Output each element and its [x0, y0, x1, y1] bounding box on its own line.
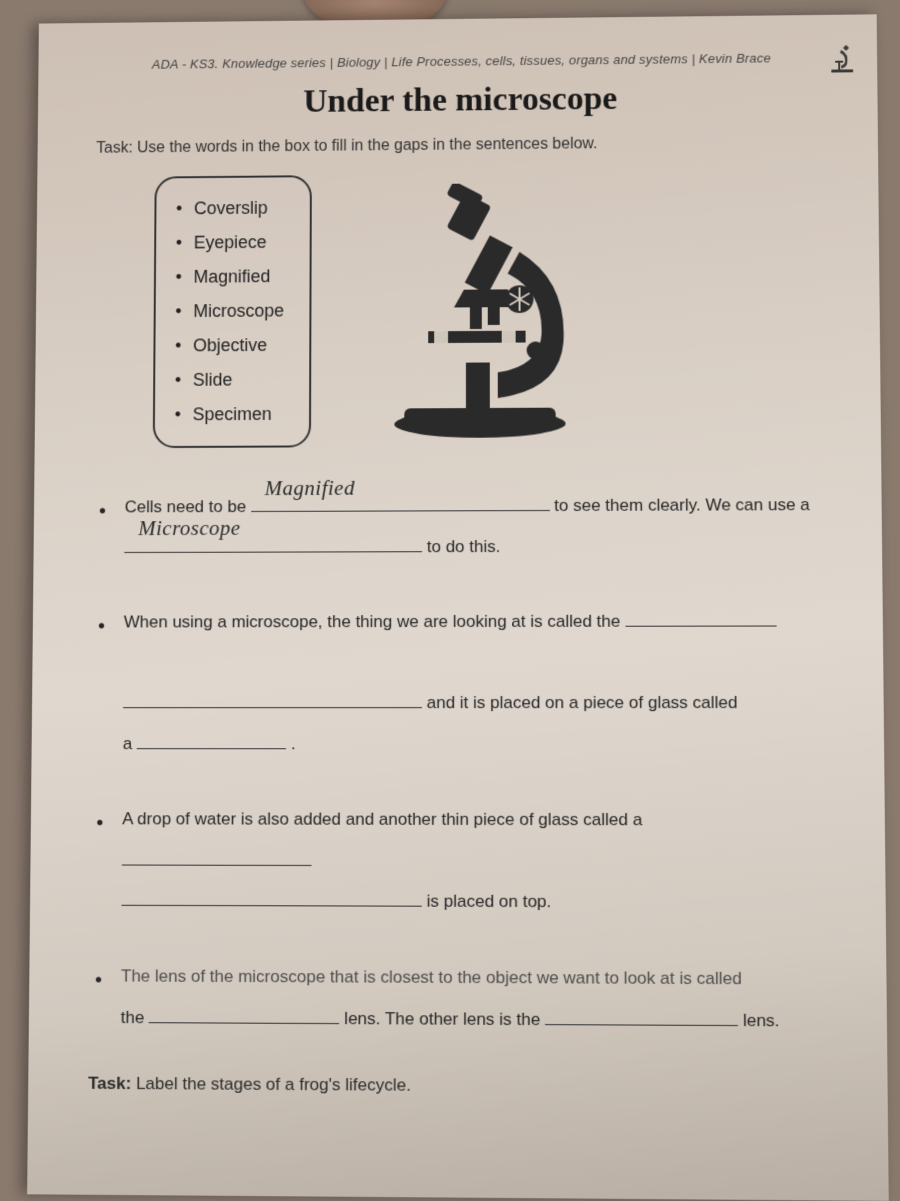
text: the	[121, 1008, 145, 1027]
blank-objective[interactable]	[149, 1004, 340, 1024]
blank-coverslip[interactable]	[122, 846, 312, 865]
word-bank-list: Coverslip Eyepiece Magnified Microscope …	[175, 191, 285, 432]
task-instruction: Task: Use the words in the box to fill i…	[96, 133, 828, 157]
text: When using a microscope, the thing we ar…	[124, 611, 626, 631]
text: The lens of the microscope that is close…	[121, 967, 742, 989]
microscope-figure	[371, 183, 580, 445]
page-title: Under the microscope	[96, 78, 827, 122]
text: to see them clearly. We can use a	[554, 495, 810, 515]
text: is placed on top.	[427, 892, 552, 912]
word-item: Objective	[175, 328, 284, 363]
sentence-3: A drop of water is also added and anothe…	[90, 799, 835, 924]
sentence-1: Cells need to be Magnified to see them c…	[93, 485, 832, 568]
task-2-label: Task:	[88, 1073, 131, 1093]
word-item: Specimen	[175, 397, 284, 432]
word-item: Slide	[175, 363, 284, 398]
task-2-line: Task: Label the stages of a frog's lifec…	[88, 1073, 836, 1098]
handwritten-answer: Magnified	[265, 463, 355, 513]
text: a	[123, 734, 133, 753]
text: to do this.	[427, 537, 501, 556]
word-item: Coverslip	[176, 191, 285, 226]
top-row: Coverslip Eyepiece Magnified Microscope …	[153, 171, 831, 448]
blank-specimen-2[interactable]	[123, 690, 422, 709]
blank-coverslip-2[interactable]	[122, 887, 422, 907]
word-item: Magnified	[175, 260, 284, 295]
text: lens.	[743, 1011, 780, 1031]
task-2-text: Label the stages of a frog's lifecycle.	[131, 1074, 411, 1095]
text: A drop of water is also added and anothe…	[122, 809, 642, 829]
header-microscope-icon	[829, 44, 855, 79]
blank-microscope[interactable]: Microscope	[124, 533, 422, 552]
blank-specimen[interactable]	[625, 607, 776, 626]
word-item: Eyepiece	[176, 225, 285, 260]
blank-slide[interactable]	[137, 730, 286, 749]
text: and it is placed on a piece of glass cal…	[427, 693, 738, 712]
fill-in-sentences: Cells need to be Magnified to see them c…	[89, 485, 836, 1043]
word-bank-box: Coverslip Eyepiece Magnified Microscope …	[153, 175, 312, 448]
text: .	[291, 734, 296, 753]
worksheet-page: ADA - KS3. Knowledge series | Biology | …	[27, 14, 889, 1201]
blank-magnified[interactable]: Magnified	[251, 492, 550, 512]
sentence-2: When using a microscope, the thing we ar…	[91, 601, 834, 766]
handwritten-answer: Microscope	[138, 503, 241, 553]
header-breadcrumb: ADA - KS3. Knowledge series | Biology | …	[97, 50, 827, 72]
blank-eyepiece[interactable]	[545, 1006, 738, 1026]
text: lens. The other lens is the	[344, 1009, 545, 1029]
word-item: Microscope	[175, 294, 284, 329]
sentence-4: The lens of the microscope that is close…	[89, 956, 836, 1042]
